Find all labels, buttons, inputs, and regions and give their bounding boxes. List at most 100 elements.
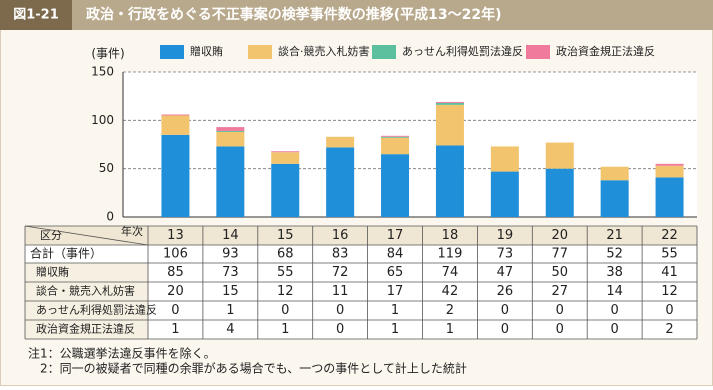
value-cell: 74: [442, 265, 459, 280]
value-cell: 0: [171, 303, 179, 318]
total-label: 合計（事件）: [30, 246, 102, 261]
value-cell: 47: [497, 265, 514, 280]
value-cell: 1: [226, 303, 234, 318]
value-cell: 12: [661, 284, 678, 299]
total-cell: 83: [332, 247, 349, 262]
bar-segment: [655, 177, 684, 217]
bar-segment: [490, 146, 519, 172]
year-label: 16: [332, 228, 349, 243]
year-label: 13: [167, 228, 184, 243]
bar-segment: [216, 130, 245, 132]
value-cell: 2: [665, 322, 673, 337]
value-cell: 72: [332, 265, 349, 280]
bar-segment: [435, 102, 464, 105]
bar-segment: [271, 151, 300, 153]
bar-segment: [490, 171, 519, 217]
table-row: [25, 245, 697, 263]
total-cell: 77: [551, 247, 568, 262]
row-label: 政治資金規正法違反: [36, 322, 135, 336]
value-cell: 26: [497, 284, 514, 299]
value-cell: 14: [606, 284, 623, 299]
legend-swatch: [248, 45, 272, 59]
total-cell: 106: [163, 247, 188, 262]
bar-segment: [216, 127, 245, 131]
y-tick-label: 0: [106, 210, 114, 224]
value-cell: 0: [611, 303, 619, 318]
bar-segment: [381, 154, 410, 217]
value-cell: 15: [222, 284, 239, 299]
y-tick-label: 100: [91, 113, 114, 127]
year-label: 18: [442, 228, 459, 243]
value-cell: 4: [226, 322, 234, 337]
corner-diagonal: [24, 225, 149, 246]
header-bar: [0, 0, 713, 30]
value-cell: 0: [611, 322, 619, 337]
legend-swatch: [526, 45, 550, 59]
legend-label: あっせん利得処罰法違反: [402, 44, 523, 58]
bar-segment: [655, 165, 684, 178]
year-label: 15: [277, 228, 294, 243]
value-cell: 73: [222, 265, 239, 280]
corner-top: 年次: [121, 224, 143, 238]
bar-segment: [600, 180, 629, 217]
legend-swatch: [372, 45, 396, 59]
row-label: 談合・競売入札妨害: [36, 284, 135, 298]
total-cell: 73: [497, 247, 514, 262]
total-cell: 119: [438, 247, 463, 262]
y-axis-label: (事件): [91, 47, 124, 61]
bar-segment: [326, 147, 355, 217]
legend-label: 談合·競売入札妨害: [278, 44, 370, 58]
y-tick-label: 150: [91, 65, 114, 79]
table-row: [25, 226, 697, 245]
value-cell: 12: [277, 284, 294, 299]
title: 政治・行政をめぐる不正事案の検挙事件数の推移(平成13～22年): [86, 6, 501, 23]
year-label: 21: [606, 228, 623, 243]
legend-swatch: [160, 45, 184, 59]
value-cell: 2: [446, 303, 454, 318]
value-cell: 1: [446, 322, 454, 337]
bar-segment: [435, 101, 464, 103]
value-cell: 11: [332, 284, 349, 299]
note: 2：同一の被疑者で同種の余罪がある場合でも、一つの事件として計上した統計: [40, 361, 467, 376]
value-cell: 0: [501, 303, 509, 318]
bar-segment: [216, 131, 245, 147]
value-cell: 17: [387, 284, 404, 299]
total-cell: 52: [606, 247, 623, 262]
bar-segment: [435, 104, 464, 146]
value-cell: 1: [281, 322, 289, 337]
bar-segment: [271, 152, 300, 164]
figure-no: 図1-21: [13, 8, 59, 23]
value-cell: 0: [556, 303, 564, 318]
value-cell: 1: [391, 303, 399, 318]
value-cell: 0: [281, 303, 289, 318]
value-cell: 41: [661, 265, 678, 280]
figure-no-box: [0, 0, 72, 30]
note: 注1：公職選挙法違反事件を除く。: [28, 346, 216, 361]
value-cell: 0: [556, 322, 564, 337]
bar-segment: [326, 136, 355, 148]
bar-segment: [216, 146, 245, 217]
bar-segment: [381, 136, 410, 138]
bar-segment: [600, 166, 629, 181]
value-cell: 0: [336, 303, 344, 318]
total-cell: 55: [661, 247, 678, 262]
year-label: 14: [222, 228, 239, 243]
value-cell: 0: [336, 322, 344, 337]
value-cell: 1: [391, 322, 399, 337]
total-cell: 84: [387, 247, 404, 262]
total-cell: 68: [277, 247, 294, 262]
value-cell: 0: [501, 322, 509, 337]
value-cell: 55: [277, 265, 294, 280]
value-cell: 27: [551, 284, 568, 299]
value-cell: 85: [167, 265, 184, 280]
corner-bottom: 区分: [40, 229, 62, 242]
value-cell: 50: [551, 265, 568, 280]
row-label: あっせん利得処罰法違反: [36, 303, 157, 317]
year-label: 19: [497, 228, 514, 243]
bar-segment: [161, 114, 190, 116]
year-label: 20: [551, 228, 568, 243]
bar-segment: [545, 168, 574, 217]
value-cell: 38: [606, 265, 623, 280]
value-cell: 0: [665, 303, 673, 318]
